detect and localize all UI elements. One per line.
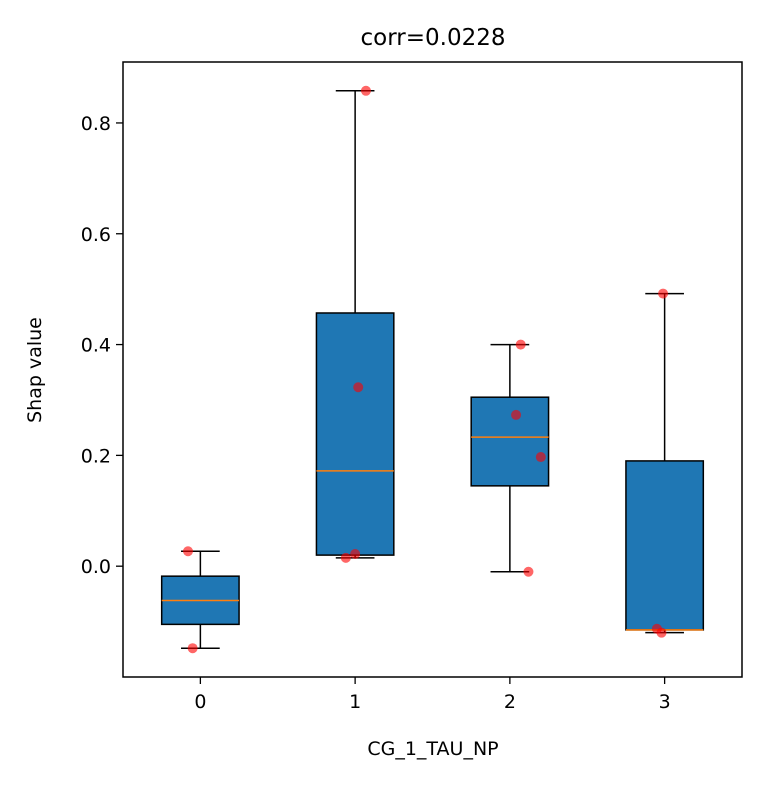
data-point: [658, 288, 669, 299]
data-point: [182, 546, 193, 557]
box-group-3: [625, 292, 705, 634]
y-axis-label: Shap value: [24, 317, 46, 423]
data-point: [360, 85, 371, 96]
data-point: [523, 566, 534, 577]
plot-frame: [122, 61, 743, 678]
x-axis: 0 1 2 3: [194, 677, 671, 713]
data-point: [535, 452, 546, 463]
data-points: [182, 85, 669, 654]
y-tick-label: 0.4: [81, 335, 111, 357]
box-group-0: [160, 550, 240, 649]
data-point: [350, 549, 361, 559]
chart-title: corr=0.0228: [361, 25, 506, 51]
y-axis: 0.0 0.2 0.4 0.6 0.8: [81, 113, 123, 578]
plot-area: [160, 85, 705, 654]
y-tick-label: 0.2: [81, 445, 111, 467]
data-point: [656, 627, 667, 638]
data-point: [187, 643, 198, 654]
y-tick-label: 0.0: [81, 556, 111, 578]
x-tick-label: 3: [659, 691, 671, 713]
box: [315, 312, 395, 556]
x-tick-label: 0: [194, 691, 206, 713]
x-tick-label: 2: [504, 691, 516, 713]
box: [625, 460, 705, 631]
box-group-1: [315, 90, 395, 559]
x-axis-label: CG_1_TAU_NP: [367, 738, 498, 760]
y-tick-label: 0.8: [81, 113, 111, 135]
x-tick-label: 1: [349, 691, 361, 713]
data-point: [340, 552, 351, 563]
box: [470, 396, 550, 487]
data-point: [353, 382, 364, 393]
data-point: [515, 339, 526, 350]
y-tick-label: 0.6: [81, 224, 111, 246]
data-point: [511, 409, 522, 420]
box-group-2: [470, 343, 550, 573]
